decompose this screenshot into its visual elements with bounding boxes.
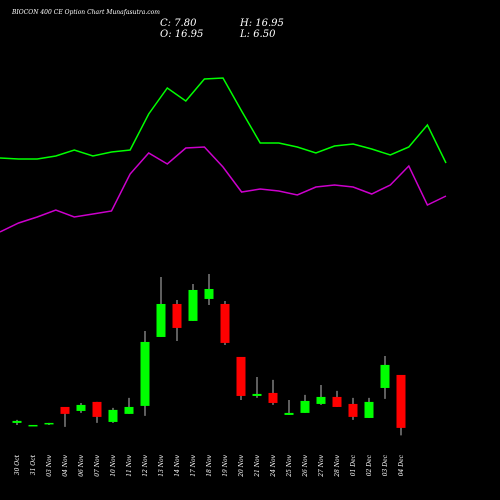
candle-body — [12, 420, 22, 423]
x-tick-label: 06 Nov — [78, 454, 85, 476]
x-tick-label: 10 Nov — [110, 454, 117, 476]
x-tick-label: 17 Nov — [190, 454, 197, 476]
candle-body — [396, 374, 406, 428]
candle-body — [220, 303, 230, 343]
close-info: C: 7.80 — [160, 18, 197, 29]
x-tick-label: 30 Oct — [14, 454, 21, 475]
candle-body — [316, 396, 326, 404]
candle-body — [76, 404, 86, 411]
x-tick-label: 07 Nov — [94, 454, 101, 476]
candle-body — [108, 409, 118, 422]
x-tick-label: 20 Nov — [238, 454, 245, 477]
candle-body — [332, 396, 342, 407]
x-tick-label: 24 Nov — [270, 454, 277, 477]
line-series — [0, 77, 447, 164]
high-info: H: 16.95 — [239, 18, 284, 29]
x-tick-label: 01 Dec — [350, 454, 357, 476]
line-series — [0, 146, 447, 233]
candle-body — [172, 303, 182, 328]
candle-body — [268, 392, 278, 403]
x-tick-label: 03 Dec — [382, 454, 389, 476]
candle-body — [300, 400, 310, 413]
candle-body — [156, 303, 166, 337]
x-tick-label: 27 Nov — [318, 454, 325, 477]
chart-title: BIOCON 400 CE Option Chart Munafasutra.c… — [11, 9, 160, 16]
x-tick-label: 03 Nov — [46, 454, 53, 476]
candle-body — [44, 422, 54, 425]
candle-body — [92, 401, 102, 417]
x-tick-label: 02 Dec — [366, 454, 373, 476]
candle-body — [252, 393, 262, 396]
x-tick-label: 14 Nov — [174, 454, 181, 476]
x-tick-label: 21 Nov — [254, 454, 261, 477]
candle-body — [60, 406, 70, 414]
x-tick-label: 18 Nov — [206, 454, 213, 476]
x-tick-label: 26 Nov — [302, 454, 309, 477]
candle-body — [348, 403, 358, 417]
candle-body — [204, 288, 214, 299]
candle-body — [236, 356, 246, 396]
open-info: O: 16.95 — [160, 29, 203, 40]
candle-body — [140, 341, 150, 406]
x-tick-label: 25 Nov — [286, 454, 293, 477]
x-tick-label: 11 Nov — [126, 454, 133, 476]
x-tick-label: 19 Nov — [222, 454, 229, 476]
x-tick-label: 04 Nov — [62, 454, 69, 476]
candle-body — [364, 401, 374, 418]
x-tick-label: 12 Nov — [142, 454, 149, 476]
x-tick-label: 04 Dec — [398, 454, 405, 476]
candle-body — [124, 406, 134, 414]
candle-body — [284, 412, 294, 415]
low-info: L: 6.50 — [239, 29, 276, 40]
x-tick-label: 13 Nov — [158, 454, 165, 476]
candle-body — [28, 424, 38, 427]
candle-body — [380, 364, 390, 388]
x-tick-label: 31 Oct — [30, 454, 37, 475]
candle-body — [188, 289, 198, 321]
x-tick-label: 28 Nov — [334, 454, 341, 477]
